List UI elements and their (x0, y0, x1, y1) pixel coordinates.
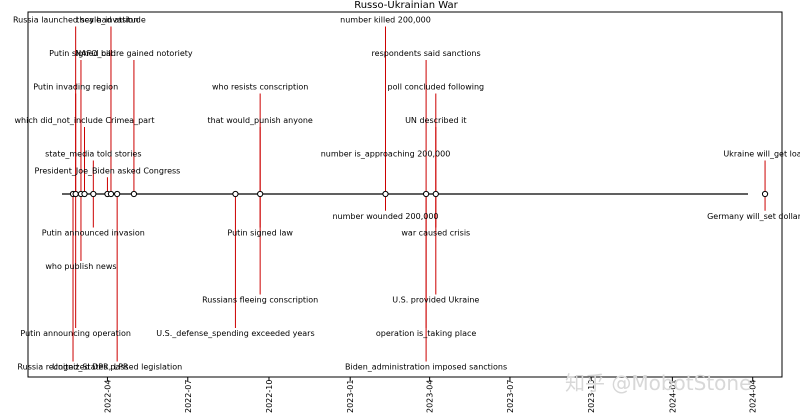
event-label: Russia recognized DPR, LPR (17, 363, 129, 372)
watermark: 知乎 @MobotStone (565, 371, 751, 395)
event-marker (382, 190, 389, 198)
x-tick-label: 2023-07 (506, 380, 515, 413)
x-tick-label: 2023-10 (587, 380, 596, 413)
event-label: who publish news (45, 262, 116, 271)
x-tick-label: 2024-04 (749, 380, 758, 413)
event-label: that would_punish anyone (207, 116, 312, 125)
event-label: number wounded 200,000 (332, 212, 438, 221)
event-marker (761, 190, 769, 198)
event-label: Putin signed law (227, 229, 293, 238)
event-label: war caused crisis (401, 229, 470, 238)
x-tick-label: 2024-01 (668, 380, 677, 413)
event-label: Putin announcing operation (20, 329, 131, 338)
event-label: Germany will_set dollar_fund (707, 212, 800, 221)
event-marker (72, 190, 79, 198)
event-label: operation is_taking place (376, 329, 477, 338)
x-tick-label: 2023-01 (346, 380, 355, 413)
event-label: NAFO_cadre gained notoriety (75, 49, 193, 58)
event-marker (114, 190, 121, 198)
event-label: UN described it (405, 116, 466, 125)
event-marker (257, 190, 264, 198)
event-marker (232, 190, 239, 198)
event-label: U.S._defense_spending exceeded years (156, 329, 314, 338)
event-label: number killed 200,000 (340, 16, 431, 25)
event-label: respondents said sanctions (372, 49, 481, 58)
x-tick-label: 2022-07 (184, 380, 193, 413)
event-label: Putin signed bill (49, 49, 113, 58)
event-label: Russians fleeing conscription (202, 296, 318, 305)
event-label: President_Joe_Biden asked Congress (35, 166, 181, 175)
event-label: number is_approaching 200,000 (321, 150, 451, 159)
event-label: Putin invading region (33, 83, 118, 92)
event-label: Ukraine will_get loan (723, 150, 800, 159)
plot-frame (27, 11, 783, 378)
event-label: they had attitude (76, 16, 146, 25)
event-label: who resists conscription (212, 83, 308, 92)
event-label: Russia launched scale_invasion (13, 16, 138, 25)
event-marker (130, 190, 138, 198)
x-tick-label: 2022-04 (103, 380, 112, 413)
x-tick-label: 2023-04 (426, 380, 435, 413)
event-label: poll concluded following (388, 83, 485, 92)
chart-title: Russo-Ukrainian War (354, 0, 458, 11)
event-marker (107, 190, 115, 198)
event-marker (90, 190, 97, 198)
event-label: Biden_administration imposed sanctions (345, 363, 507, 372)
event-label: U.S. provided Ukraine (392, 296, 479, 305)
event-label: state_media told stories (45, 150, 141, 159)
event-marker (432, 190, 439, 198)
event-label: which did_not_include Crimea_part (15, 116, 155, 125)
event-label: United_States passed legislation (52, 363, 182, 372)
event-label: Putin announced invasion (42, 229, 145, 238)
event-marker (81, 190, 88, 198)
x-tick-label: 2022-10 (265, 380, 274, 413)
event-marker (422, 190, 430, 198)
